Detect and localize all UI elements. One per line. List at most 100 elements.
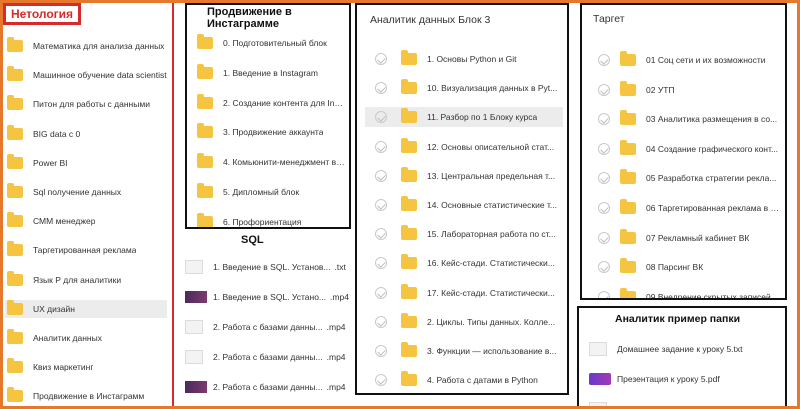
sidebar-folder[interactable]: Sql получение данных (5, 183, 167, 201)
sidebar-folder-label: Питон для работы с данными (33, 99, 150, 110)
check-circle-icon[interactable] (375, 82, 387, 95)
folder-item[interactable]: 0. Подготовительный блок (197, 34, 345, 51)
folder-icon (197, 183, 213, 198)
folder-icon (7, 358, 23, 374)
sidebar-folder-label: Аналитик данных (33, 333, 102, 343)
sidebar-folder[interactable]: UX дизайн (5, 299, 167, 318)
check-circle-icon[interactable] (375, 140, 387, 153)
check-circle-icon[interactable] (598, 142, 610, 155)
panel-sql: SQL 1. Введение в SQL. Установ... .txt 1. … (183, 230, 353, 406)
sidebar-folder[interactable]: BIG data с 0 (5, 124, 167, 143)
file-extension: .mp4 (326, 322, 346, 332)
check-circle-icon[interactable] (375, 315, 387, 328)
check-circle-icon[interactable] (598, 83, 610, 96)
file-extension: .mp4 (326, 352, 346, 362)
check-circle-icon[interactable] (375, 111, 387, 124)
folder-item[interactable]: 1. Введение в Instagram (197, 63, 345, 81)
sidebar-folder[interactable]: Машинное обучение data scientist (5, 66, 167, 84)
check-circle-icon[interactable] (375, 374, 387, 387)
folder-row[interactable]: 09 Внедрение скрытых записей... (590, 287, 781, 298)
sidebar-folder[interactable]: Питон для работы с данными (5, 95, 167, 113)
file-item[interactable]: Презентация к уроку 5.pdf (589, 370, 781, 388)
folder-row[interactable]: 04 Создание графического конт... (590, 139, 781, 159)
check-circle-icon[interactable] (598, 202, 610, 214)
folder-label: 12. Основы описательной стат... (427, 141, 555, 152)
check-circle-icon[interactable] (598, 172, 610, 185)
folder-row[interactable]: 16. Кейс-стади. Статистически... (365, 253, 563, 273)
sidebar-folder[interactable]: Язык Р для аналитики (5, 270, 167, 289)
folder-icon (7, 95, 23, 111)
folder-label: 07 Рекламный кабинет ВК (646, 232, 750, 243)
folder-row[interactable]: 14. Основные статистические т... (365, 195, 563, 215)
folder-row[interactable]: 4. Работа с датами в Python (365, 370, 563, 390)
folder-icon (197, 34, 213, 49)
check-circle-icon[interactable] (375, 345, 387, 357)
check-circle-icon[interactable] (375, 53, 387, 65)
folder-icon (401, 50, 417, 65)
file-item[interactable]: Домашнее задание к уроку 5.txt (589, 340, 781, 358)
check-circle-icon[interactable] (375, 257, 387, 270)
document-icon (185, 350, 203, 364)
folder-row[interactable]: 08 Парсинг ВК (590, 257, 781, 277)
file-item[interactable]: 1. Введение в SQL. Установ... .txt (185, 258, 353, 276)
folder-icon (401, 342, 417, 357)
folder-row[interactable]: 17. Кейс-стади. Статистически... (365, 283, 563, 303)
folder-row[interactable]: 12. Основы описательной стат... (365, 137, 563, 157)
folder-row[interactable]: 1. Основы Python и Git (365, 49, 563, 69)
panel-analyst: Аналитик данных Блок 3 1. Основы Python … (355, 3, 569, 395)
file-item[interactable]: 2. Работа с базами данны... .mp4 (185, 378, 353, 396)
sidebar-folder[interactable]: Power BI (5, 153, 167, 172)
sidebar-folder[interactable]: Математика для анализа данных (5, 37, 167, 55)
file-item[interactable]: 1. Введение в SQL. Устано... .mp4 (185, 288, 353, 306)
folder-row[interactable]: 15. Лабораторная работа по ст... (365, 224, 563, 244)
file-item[interactable]: Урок 5.mp4 (589, 400, 781, 406)
file-item[interactable]: 2. Работа с базами данны... .mp4 (185, 318, 353, 336)
logo[interactable]: Нетология (3, 3, 81, 25)
folder-item[interactable]: 2. Создание контента для Instag... (197, 93, 345, 111)
check-circle-icon[interactable] (375, 169, 387, 182)
folder-icon (401, 225, 417, 241)
folder-row[interactable]: 3. Функции — использование в... (365, 341, 563, 361)
folder-label: 4. Работа с датами в Python (427, 375, 538, 386)
folder-item[interactable]: 4. Комьюнити-менеджмент в Ins... (197, 153, 345, 170)
check-circle-icon[interactable] (598, 231, 610, 244)
folder-icon (197, 153, 213, 169)
folder-row[interactable]: 02 УТП (590, 80, 781, 100)
check-circle-icon[interactable] (598, 290, 610, 298)
folder-row[interactable]: 07 Рекламный кабинет ВК (590, 228, 781, 248)
folder-row[interactable]: 06 Таргетированная реклама в ВК (590, 198, 781, 218)
folder-label: 13. Центральная предельная т... (427, 170, 556, 181)
folder-row[interactable]: 01 Соц сети и их возможности (590, 50, 781, 70)
check-circle-icon[interactable] (598, 113, 610, 126)
folder-label: 10. Визуализация данных в Pyt... (427, 83, 558, 94)
folder-row[interactable]: 2. Циклы. Типы данных. Колле... (365, 312, 563, 332)
check-circle-icon[interactable] (375, 286, 387, 299)
folder-icon (401, 371, 417, 387)
folder-item[interactable]: 3. Продвижение аккаунта (197, 123, 345, 140)
panel-sample-title: Аналитик пример папки (615, 313, 741, 325)
folder-icon (7, 66, 23, 82)
folder-item[interactable]: 5. Дипломный блок (197, 183, 345, 200)
file-name: Презентация к уроку 5.pdf (617, 374, 720, 384)
file-item[interactable]: 2. Работа с базами данны... .mp4 (185, 348, 353, 366)
sidebar-folder[interactable]: Квиз маркетинг (5, 358, 167, 376)
folder-icon (401, 196, 417, 211)
folder-item[interactable]: 6. Профориентация (197, 212, 345, 227)
folder-row[interactable]: 03 Аналитика размещения в со... (590, 109, 781, 129)
check-circle-icon[interactable] (375, 228, 387, 241)
check-circle-icon[interactable] (598, 261, 610, 274)
folder-row[interactable]: 11. Разбор по 1 Блоку курса (365, 107, 563, 128)
sidebar-folder[interactable]: Продвижение в Инстаграмм (5, 387, 167, 405)
folder-icon (7, 183, 23, 198)
folder-row[interactable]: 10. Визуализация данных в Pyt... (365, 78, 563, 98)
document-icon (185, 260, 203, 274)
folder-row[interactable]: 13. Центральная предельная т... (365, 166, 563, 186)
sidebar-folder[interactable]: Аналитик данных (5, 329, 167, 347)
sidebar-folder-label: Таргетированная реклама (33, 245, 137, 256)
sidebar-folder[interactable]: Таргетированная реклама (5, 241, 167, 259)
sidebar-folder[interactable]: СММ менеджер (5, 212, 167, 230)
divider-vertical (172, 3, 174, 406)
folder-row[interactable]: 05 Разработка стратегии рекла... (590, 168, 781, 188)
check-circle-icon[interactable] (598, 54, 610, 66)
check-circle-icon[interactable] (375, 199, 387, 211)
